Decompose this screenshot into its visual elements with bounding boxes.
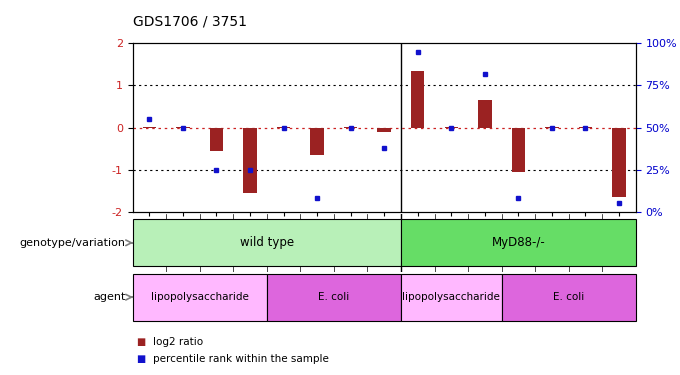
Bar [502, 274, 636, 321]
Text: lipopolysaccharide: lipopolysaccharide [403, 292, 500, 302]
Text: agent: agent [93, 292, 126, 302]
Bar [401, 274, 502, 321]
Bar [176, 127, 190, 128]
Bar [133, 219, 401, 266]
Bar [267, 274, 401, 321]
Bar [143, 127, 156, 128]
Text: GSM22633: GSM22633 [279, 217, 288, 266]
Bar [277, 127, 290, 128]
Text: GSM22639: GSM22639 [379, 217, 389, 266]
Text: E. coli: E. coli [553, 292, 584, 302]
Bar [401, 219, 636, 266]
Bar [612, 128, 626, 197]
Text: GSM22621: GSM22621 [212, 217, 221, 266]
Text: GSM22626: GSM22626 [413, 217, 422, 266]
Text: GSM22623: GSM22623 [245, 217, 254, 266]
Text: GSM22628: GSM22628 [447, 217, 456, 266]
Bar [478, 100, 492, 128]
Text: log2 ratio: log2 ratio [153, 337, 203, 347]
Bar [377, 128, 391, 132]
Text: GSM22641: GSM22641 [514, 217, 523, 266]
Text: percentile rank within the sample: percentile rank within the sample [153, 354, 329, 364]
Text: GSM22635: GSM22635 [313, 217, 322, 266]
Bar [243, 128, 257, 193]
Text: genotype/variation: genotype/variation [20, 238, 126, 248]
Text: lipopolysaccharide: lipopolysaccharide [151, 292, 249, 302]
Text: GDS1706 / 3751: GDS1706 / 3751 [133, 14, 247, 28]
Text: E. coli: E. coli [318, 292, 350, 302]
Text: GSM22643: GSM22643 [547, 217, 556, 266]
Text: GSM22619: GSM22619 [178, 217, 188, 266]
Text: GSM22647: GSM22647 [615, 217, 624, 266]
Text: GSM22630: GSM22630 [480, 217, 490, 266]
Bar [545, 127, 559, 128]
Bar [344, 127, 358, 128]
Text: GSM22637: GSM22637 [346, 217, 355, 266]
Bar [310, 128, 324, 155]
Bar [445, 127, 458, 128]
Bar [133, 274, 267, 321]
Text: GSM22645: GSM22645 [581, 217, 590, 266]
Bar [209, 128, 223, 151]
Bar [579, 127, 592, 128]
Text: ■: ■ [136, 337, 146, 347]
Bar [411, 70, 424, 128]
Text: GSM22617: GSM22617 [145, 217, 154, 266]
Text: ■: ■ [136, 354, 146, 364]
Text: wild type: wild type [240, 236, 294, 249]
Text: MyD88-/-: MyD88-/- [492, 236, 545, 249]
Bar [511, 128, 525, 172]
